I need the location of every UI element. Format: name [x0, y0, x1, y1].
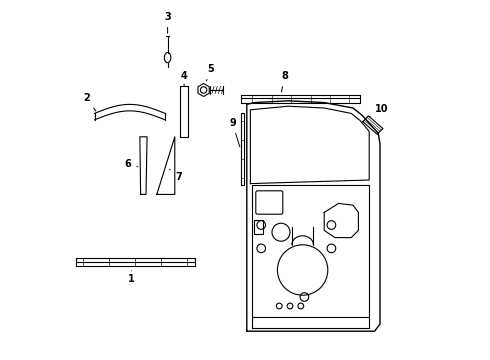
- Bar: [254, 220, 263, 234]
- Text: 1: 1: [128, 271, 135, 284]
- Text: 10: 10: [369, 104, 389, 117]
- Text: 5: 5: [206, 64, 214, 81]
- Text: 7: 7: [170, 169, 182, 182]
- Text: 4: 4: [180, 71, 187, 86]
- Text: 6: 6: [124, 159, 138, 170]
- Text: 3: 3: [164, 12, 171, 33]
- Text: 8: 8: [281, 71, 288, 92]
- Text: 9: 9: [229, 118, 240, 147]
- Text: 2: 2: [83, 93, 96, 111]
